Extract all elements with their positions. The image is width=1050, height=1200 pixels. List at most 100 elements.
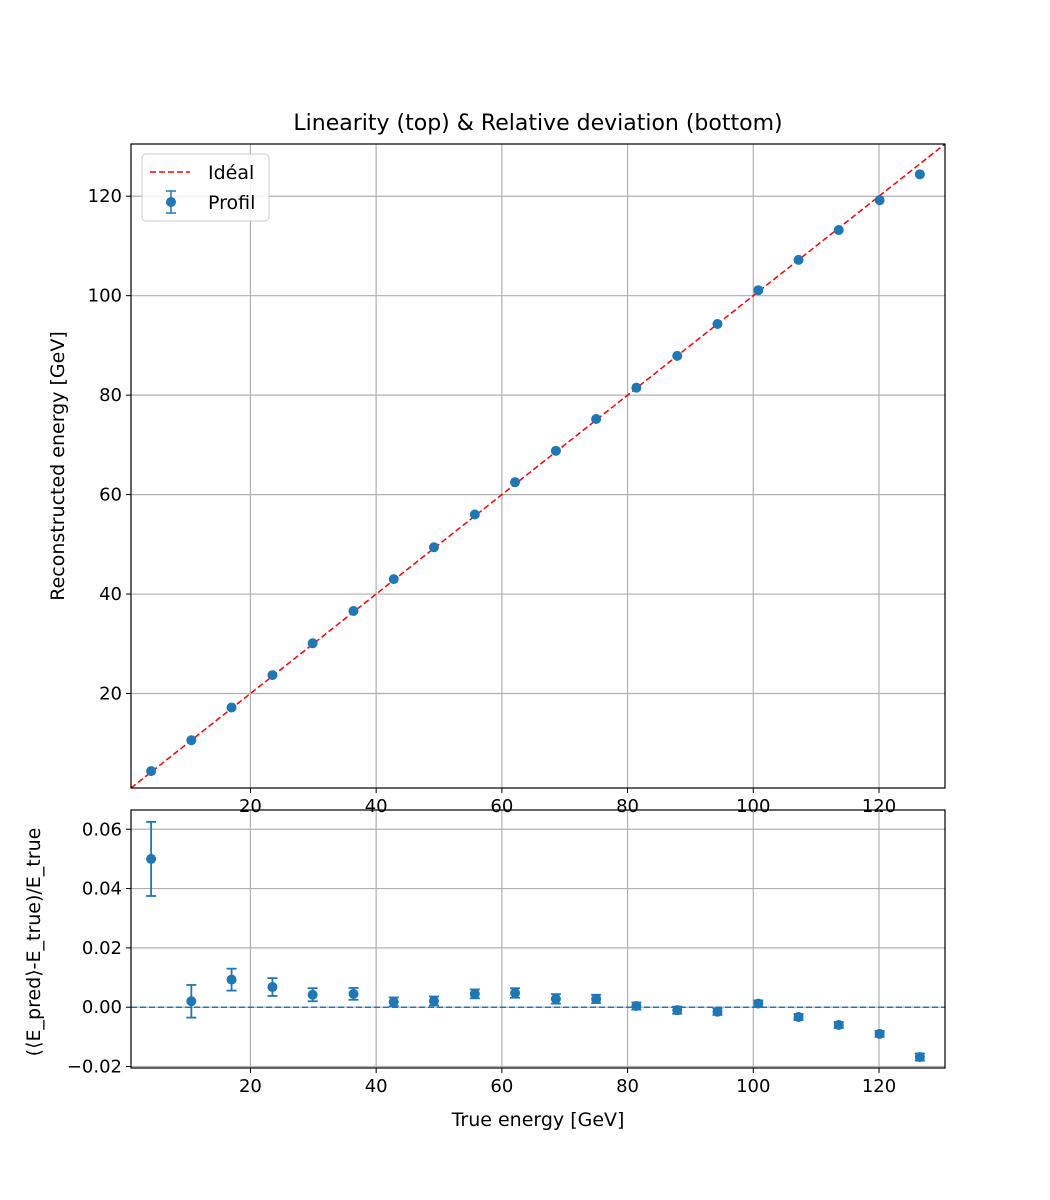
marker bbox=[388, 996, 399, 1007]
marker bbox=[672, 350, 683, 361]
marker bbox=[712, 1006, 723, 1017]
marker bbox=[348, 605, 359, 616]
y-tick-label: 0.04 bbox=[82, 879, 122, 900]
y-tick-label: 80 bbox=[99, 385, 122, 406]
legend: Idéal Profil bbox=[141, 153, 270, 222]
data-point bbox=[146, 820, 157, 897]
data-point bbox=[510, 987, 521, 999]
marker bbox=[672, 1005, 683, 1016]
marker bbox=[510, 987, 521, 998]
data-point bbox=[874, 195, 885, 206]
x-tick-label: 100 bbox=[736, 1076, 770, 1097]
marker bbox=[550, 993, 561, 1004]
linearity-panel: 20 40 60 80 100 120 20 40 60 80 100 120 Reconstruct… bbox=[47, 143, 946, 817]
y-tick-label: 20 bbox=[99, 684, 122, 705]
bottom-data-points bbox=[146, 820, 925, 1063]
y-tick-label: 0.06 bbox=[82, 819, 122, 840]
data-point bbox=[914, 1052, 925, 1063]
data-point bbox=[428, 995, 439, 1007]
data-point bbox=[348, 605, 359, 616]
x-tick-label: 60 bbox=[490, 1076, 513, 1097]
data-point bbox=[753, 285, 764, 296]
top-grid bbox=[131, 144, 945, 788]
marker bbox=[914, 169, 925, 180]
chart-title: Linearity (top) & Relative deviation (bo… bbox=[293, 111, 782, 136]
marker bbox=[348, 988, 359, 999]
marker bbox=[428, 542, 439, 553]
data-point bbox=[793, 1011, 804, 1022]
y-tick-label: 0.02 bbox=[82, 938, 122, 959]
marker bbox=[226, 702, 237, 713]
data-point bbox=[226, 967, 237, 992]
marker bbox=[469, 988, 480, 999]
data-point bbox=[348, 987, 359, 1001]
top-data-points bbox=[146, 169, 925, 777]
marker bbox=[631, 1001, 642, 1012]
data-point bbox=[712, 1006, 723, 1017]
data-point bbox=[469, 509, 480, 520]
x-tick-label: 80 bbox=[616, 1076, 639, 1097]
x-tick-label: 40 bbox=[365, 1076, 388, 1097]
data-point bbox=[226, 702, 237, 713]
top-ticks: 20 40 60 80 100 120 20 40 60 80 100 120 bbox=[88, 186, 897, 817]
bottom-ticks: 20 40 60 80 100 120 −0.02 0.00 0.02 0.04 0.06 bbox=[67, 819, 896, 1097]
marker bbox=[428, 995, 439, 1006]
marker bbox=[874, 1028, 885, 1039]
marker bbox=[631, 382, 642, 393]
y-tick-label: 40 bbox=[99, 584, 122, 605]
data-point bbox=[146, 766, 157, 777]
marker bbox=[793, 1011, 804, 1022]
marker bbox=[469, 509, 480, 520]
data-point bbox=[550, 993, 561, 1005]
data-point bbox=[833, 225, 844, 236]
data-point bbox=[388, 996, 399, 1008]
data-point bbox=[591, 993, 602, 1004]
marker bbox=[307, 638, 318, 649]
y-tick-label: −0.02 bbox=[67, 1057, 122, 1078]
data-point bbox=[874, 1028, 885, 1039]
marker bbox=[146, 766, 157, 777]
data-point bbox=[307, 987, 318, 1003]
data-point bbox=[672, 350, 683, 361]
ideal-line bbox=[130, 143, 946, 789]
marker bbox=[591, 993, 602, 1004]
data-point bbox=[753, 998, 764, 1009]
marker bbox=[146, 853, 157, 864]
data-point bbox=[550, 445, 561, 456]
x-axis-label: True energy [GeV] bbox=[451, 1109, 625, 1131]
marker bbox=[186, 996, 197, 1007]
marker bbox=[550, 445, 561, 456]
data-point bbox=[631, 382, 642, 393]
legend-profil-swatch bbox=[166, 190, 176, 214]
marker bbox=[874, 195, 885, 206]
marker bbox=[388, 574, 399, 585]
marker bbox=[267, 670, 278, 681]
marker bbox=[914, 1052, 925, 1063]
data-point bbox=[833, 1020, 844, 1030]
y-tick-label: 0.00 bbox=[82, 997, 122, 1018]
data-point bbox=[672, 1005, 683, 1016]
bottom-y-axis-label: (⟨E_pred⟩-E_true)/E_true bbox=[23, 828, 45, 1057]
y-tick-label: 60 bbox=[99, 485, 122, 506]
y-tick-label: 120 bbox=[88, 186, 122, 207]
marker bbox=[267, 982, 278, 993]
data-point bbox=[388, 574, 399, 585]
data-point bbox=[914, 169, 925, 180]
marker bbox=[753, 998, 764, 1009]
x-tick-label: 60 bbox=[490, 796, 513, 817]
data-point bbox=[591, 414, 602, 425]
marker bbox=[833, 225, 844, 236]
marker bbox=[186, 735, 197, 746]
marker bbox=[833, 1020, 844, 1030]
marker bbox=[793, 254, 804, 265]
marker bbox=[307, 989, 318, 1000]
x-tick-label: 40 bbox=[365, 796, 388, 817]
x-tick-label: 20 bbox=[239, 796, 262, 817]
marker bbox=[226, 974, 237, 985]
data-point bbox=[186, 735, 197, 746]
legend-profil-label: Profil bbox=[208, 192, 255, 214]
top-axes-frame bbox=[130, 143, 946, 789]
marker bbox=[510, 477, 521, 488]
data-point bbox=[186, 984, 197, 1019]
x-tick-label: 120 bbox=[862, 1076, 896, 1097]
